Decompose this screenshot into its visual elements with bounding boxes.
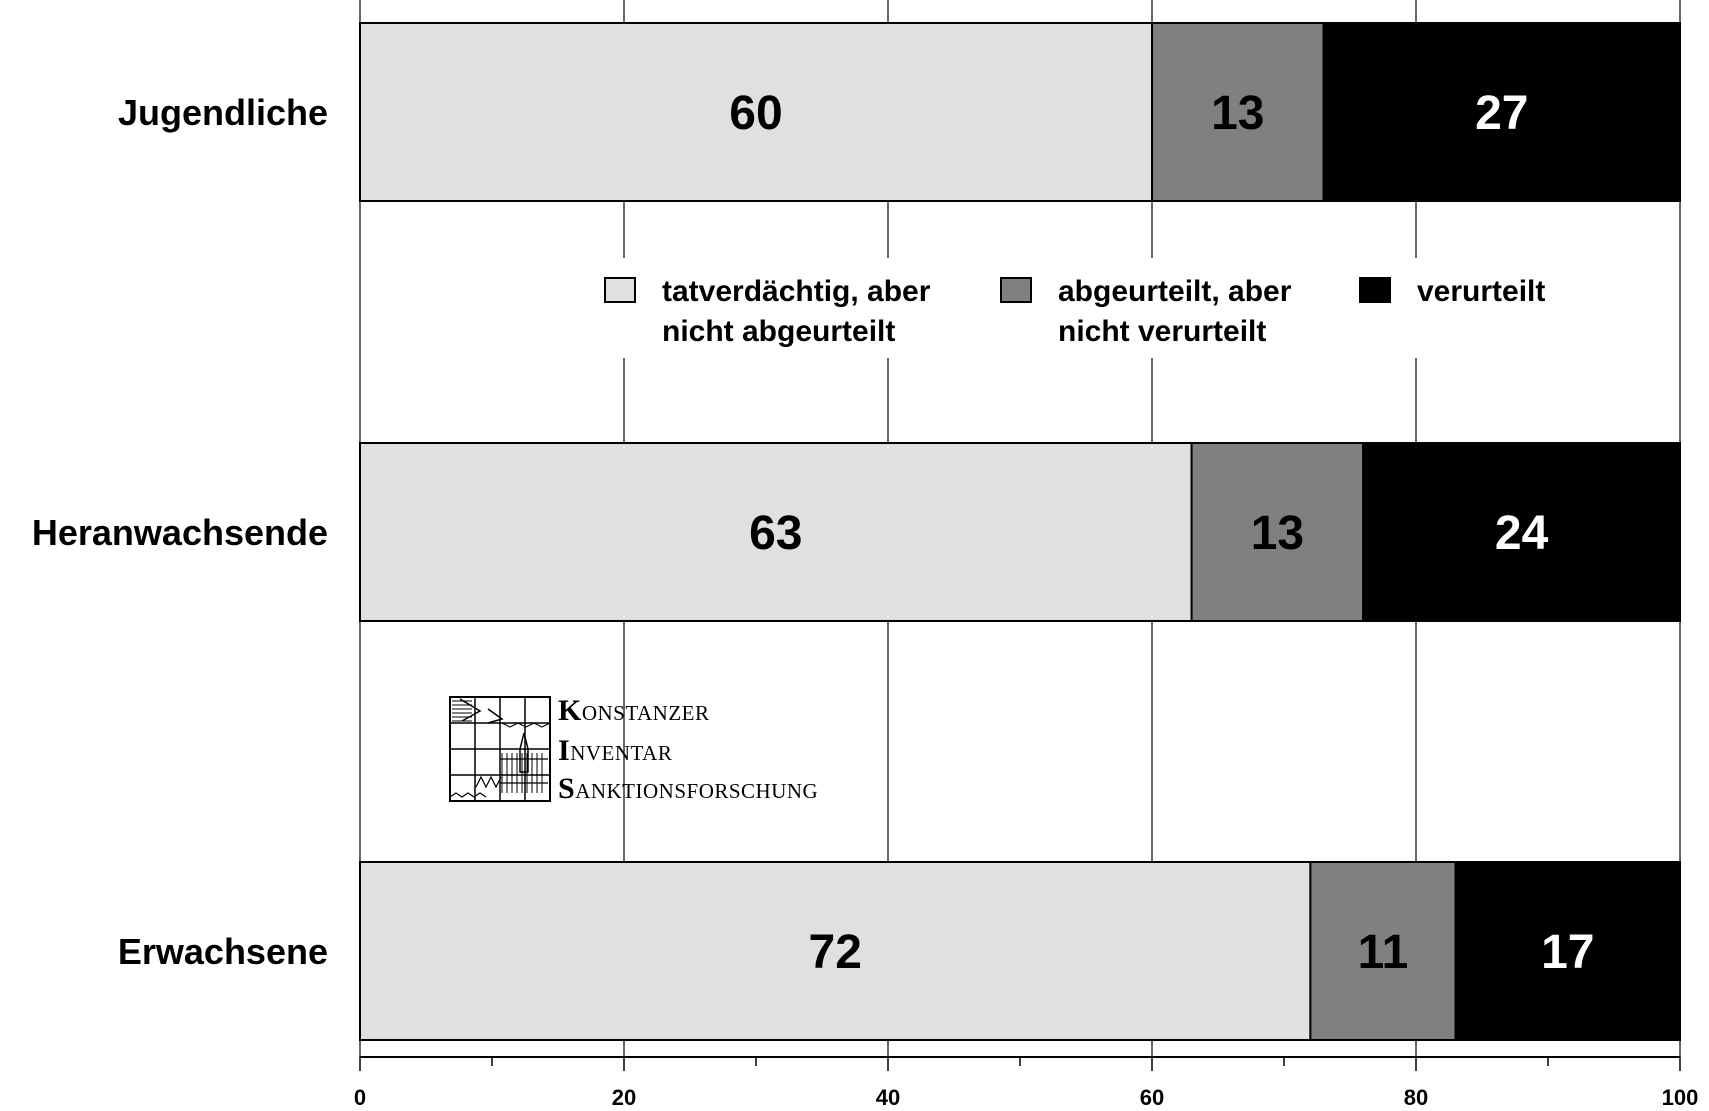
data-label-erwachsene-series-2: 11: [1358, 926, 1409, 979]
category-label-jugendliche: Jugendliche: [118, 92, 328, 133]
bar-erwachsene-series-3: [1454, 861, 1681, 1041]
x-tick-label-80: 80: [1404, 1085, 1428, 1110]
legend-background: [585, 258, 1585, 358]
data-label-heranwachsende-series-1: 63: [749, 507, 802, 560]
category-label-heranwachsende: Heranwachsende: [32, 512, 328, 553]
logo-line-2: INVENTAR: [558, 734, 672, 767]
x-axis: 0 20 40 60 80 100: [354, 1056, 1699, 1110]
data-label-heranwachsende-series-3: 24: [1495, 507, 1549, 560]
x-tick-label-20: 20: [612, 1085, 636, 1110]
data-label-erwachsene-series-1: 72: [809, 926, 862, 979]
data-label-jugendliche-series-2: 13: [1211, 87, 1264, 140]
bar-jugendliche-series-3: [1322, 22, 1681, 202]
legend-label-1: tatverdächtig, aber nicht abgeurteilt: [662, 275, 931, 348]
category-label-erwachsene: Erwachsene: [118, 931, 328, 972]
x-tick-label-60: 60: [1140, 1085, 1164, 1110]
x-tick-label-100: 100: [1662, 1085, 1699, 1110]
data-label-erwachsene-series-3: 17: [1541, 926, 1594, 979]
logo-line-3: SANKTIONSFORSCHUNG: [558, 772, 818, 805]
kis-logo: KONSTANZER INVENTAR SANKTIONSFORSCHUNG: [440, 665, 818, 805]
legend-swatch-3: [1359, 277, 1391, 303]
bar-jugendliche-series-1: [359, 22, 1153, 202]
logo-wordmark: KONSTANZER INVENTAR SANKTIONSFORSCHUNG: [558, 694, 818, 805]
x-tick-label-0: 0: [354, 1085, 366, 1110]
bar-heranwachsende-series-2: [1190, 442, 1365, 622]
logo-emblem-icon: [449, 696, 551, 802]
legend-label-3: verurteilt: [1417, 275, 1545, 308]
bar-heranwachsende-series-3: [1362, 442, 1681, 622]
data-label-jugendliche-series-3: 27: [1475, 87, 1528, 140]
bar-erwachsene-series-1: [359, 861, 1312, 1041]
data-label-heranwachsende-series-2: 13: [1251, 507, 1304, 560]
legend-label-2: abgeurteilt, aber nicht verurteilt: [1058, 275, 1292, 348]
bars: 60 13 27 63 13 24 72 11 17: [359, 22, 1681, 1041]
logo-line-1: KONSTANZER: [558, 694, 710, 727]
x-tick-label-40: 40: [876, 1085, 900, 1110]
legend-swatch-2: [1000, 277, 1032, 303]
data-label-jugendliche-series-1: 60: [729, 87, 782, 140]
bar-erwachsene-series-2: [1309, 861, 1457, 1041]
category-labels: Jugendliche Heranwachsende Erwachsene: [32, 92, 328, 972]
legend: tatverdächtig, aber nicht abgeurteilt abge…: [585, 258, 1585, 358]
legend-swatch-1: [604, 277, 636, 303]
logo-background: [440, 665, 550, 803]
bar-heranwachsende-series-1: [359, 442, 1193, 622]
